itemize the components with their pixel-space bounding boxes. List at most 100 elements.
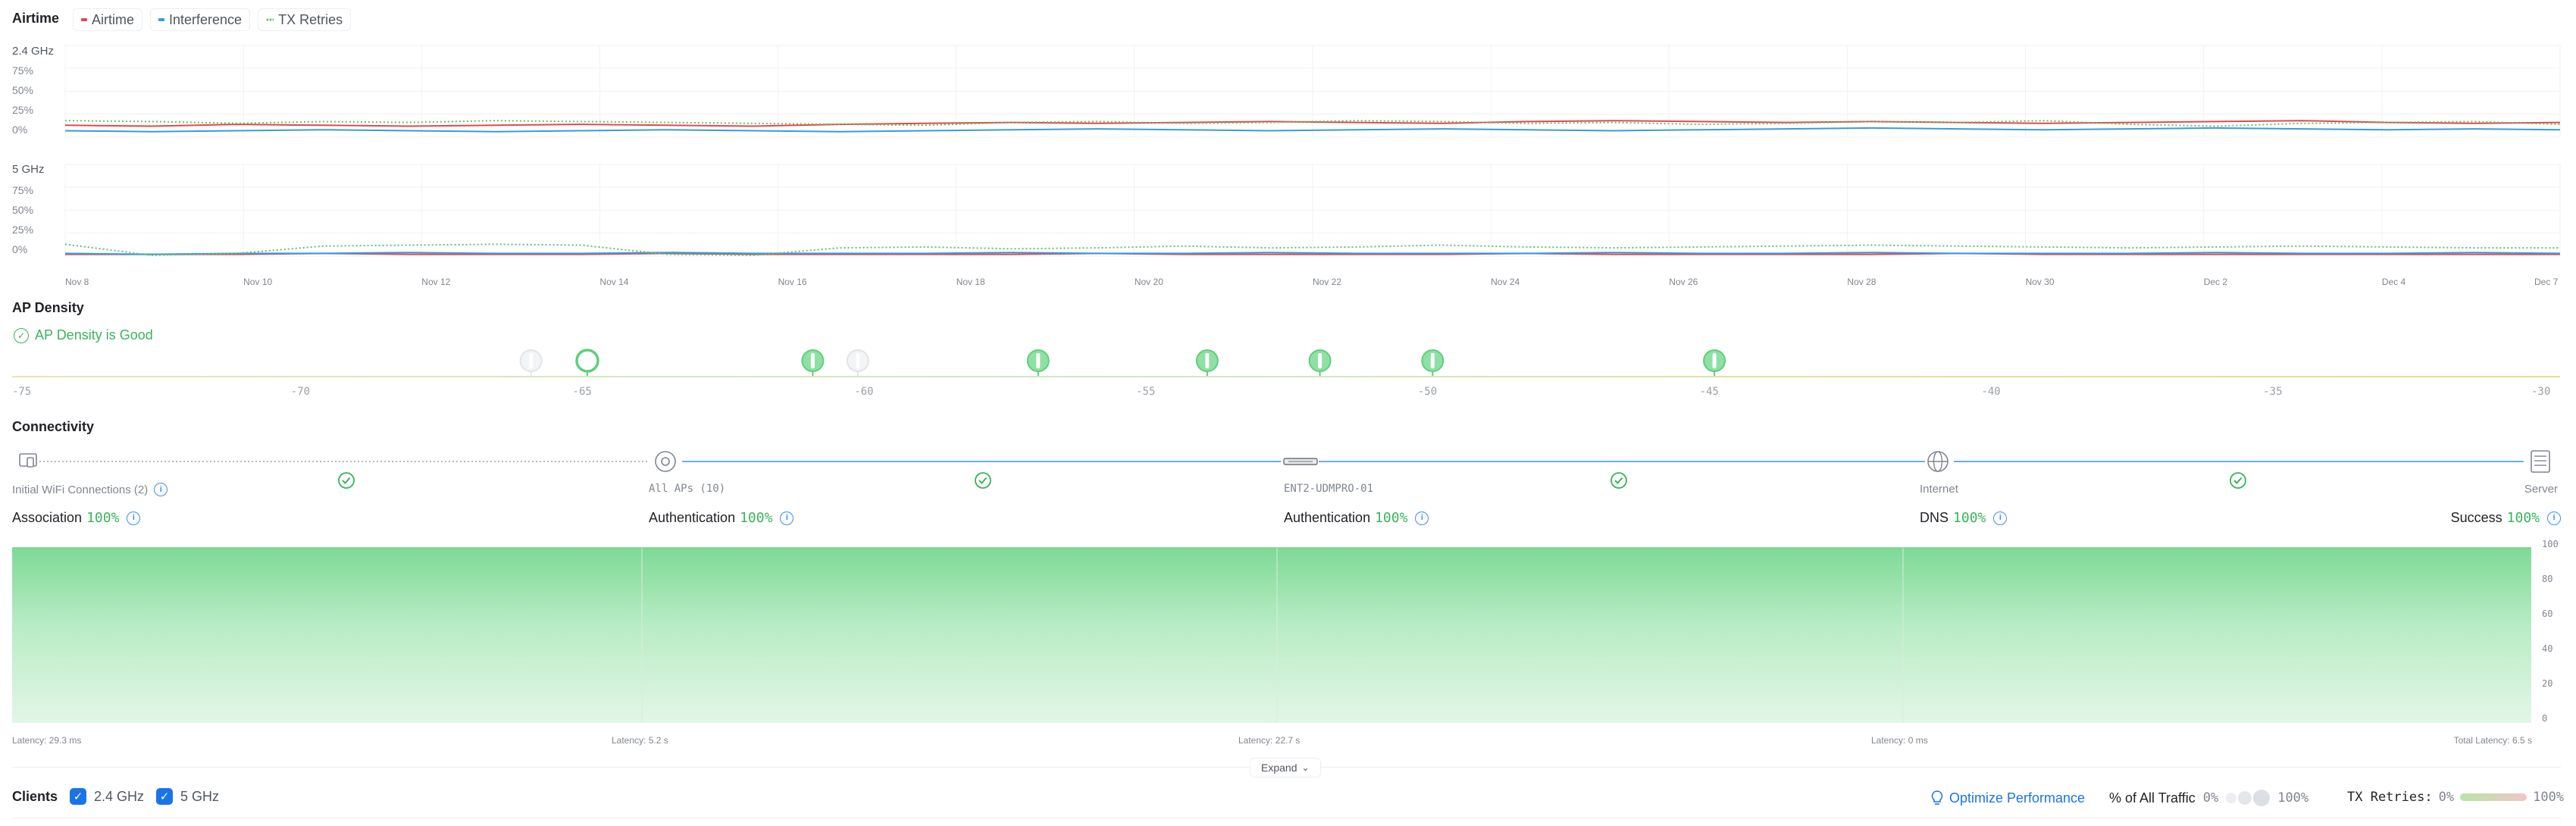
y-tick: 50% [12, 84, 34, 96]
stage-caption-internet: Internet [1920, 483, 1958, 496]
x-tick: Nov 30 [2025, 277, 2055, 287]
traffic-max: 100% [2277, 790, 2309, 806]
y-tick: 0% [12, 243, 28, 255]
info-icon[interactable]: i [154, 483, 168, 496]
metric-authentication-gateway: Authentication 100% i [1284, 510, 1429, 526]
airtime-grid [64, 45, 2561, 257]
retries-label: TX Retries: [2347, 790, 2433, 805]
metric-value: 100% [1953, 510, 1986, 526]
y-tick: 40 [2542, 643, 2553, 654]
x-tick: Nov 8 [65, 277, 89, 287]
ap-density-status-text: AP Density is Good [35, 327, 153, 343]
density-tick: -35 [2263, 386, 2283, 398]
y-tick: 60 [2542, 609, 2553, 619]
series-line-airtime [65, 252, 2560, 255]
metric-success: Success 100% i [2451, 510, 2561, 526]
traffic-legend: % of All Traffic 0% 100% [2109, 790, 2308, 806]
stage-caption-server: Server [2524, 483, 2558, 496]
x-tick: Nov 24 [1491, 277, 1520, 287]
traffic-size-scale [2226, 790, 2271, 806]
ap-marker [1308, 349, 1332, 376]
optimize-performance-label: Optimize Performance [1949, 790, 2086, 806]
tx-retries-legend: TX Retries: 0% 100% [2347, 790, 2564, 805]
info-icon[interactable]: i [2547, 511, 2561, 525]
info-icon[interactable]: i [1993, 511, 2008, 525]
airtime-legend: Airtime Interference TX Retries [73, 8, 352, 31]
x-tick: Nov 16 [778, 277, 807, 287]
density-tick: -70 [290, 386, 311, 398]
density-tick: -60 [854, 386, 874, 398]
optimize-performance-link[interactable]: Optimize Performance [1930, 790, 2085, 806]
ap-marker [1421, 349, 1445, 376]
y-tick: 75% [12, 64, 34, 77]
x-tick: Nov 14 [599, 277, 629, 287]
ap-marker [801, 349, 825, 376]
legend-interference[interactable]: Interference [150, 8, 251, 31]
airtime-chart[interactable] [0, 0, 2576, 296]
y-tick: 25% [12, 104, 34, 116]
band-5-label: 5 GHz [12, 163, 45, 176]
airtime-x-axis: Nov 8 Nov 10 Nov 12 Nov 14 Nov 16 Nov 18 Nov 2… [0, 277, 2576, 289]
legend-tx-retries[interactable]: TX Retries [258, 8, 352, 31]
airtime-title: Airtime [12, 11, 60, 26]
x-tick: Nov 28 [1847, 277, 1876, 287]
info-icon[interactable]: i [127, 511, 141, 525]
x-tick: Nov 22 [1313, 277, 1342, 287]
y-tick: 100 [2542, 539, 2559, 549]
airtime-series [64, 120, 2561, 256]
retries-max: 100% [2533, 790, 2565, 805]
metric-value: 100% [740, 510, 773, 526]
success-check-icon [2230, 472, 2246, 489]
retries-gradient-bar [2460, 793, 2527, 801]
airtime-header: Airtime [12, 11, 59, 27]
chevron-down-icon: ⌄ [1301, 762, 1310, 773]
legend-interference-label: Interference [169, 11, 243, 27]
metric-label: Authentication [649, 510, 736, 525]
density-tick: -65 [572, 386, 592, 398]
ap-density-title: AP Density [12, 300, 84, 315]
stage-caption-gateway: ENT2-UDMPRO-01 [1284, 483, 1374, 495]
expand-label: Expand [1261, 762, 1297, 774]
legend-airtime[interactable]: Airtime [73, 8, 143, 31]
stage-caption-wifi: Initial WiFi Connections (2) i [12, 483, 168, 496]
metric-label: Association [12, 510, 83, 525]
funnel-area [12, 548, 2531, 723]
x-tick: Nov 20 [1134, 277, 1163, 287]
y-tick: 50% [12, 204, 34, 216]
x-tick: Dec 2 [2203, 277, 2228, 287]
ap-marker [846, 349, 869, 376]
funnel-y-ticks: 100 80 60 40 20 0 [2542, 539, 2572, 728]
retries-min: 0% [2438, 790, 2455, 805]
metric-label: Success [2450, 510, 2502, 525]
density-scale-bar [12, 376, 2560, 377]
latency-label: Latency: 29.3 ms [12, 735, 82, 746]
metric-label: Authentication [1284, 510, 1371, 525]
success-check-icon [975, 472, 991, 489]
expand-button[interactable]: Expand ⌄ [1250, 758, 1321, 778]
check-circle-icon: ✓ [14, 327, 29, 343]
ap-marker [575, 349, 599, 376]
band-24-checkbox[interactable]: ✓ [70, 788, 87, 805]
band-5-checkbox[interactable]: ✓ [156, 788, 174, 805]
connectivity-funnel-chart[interactable] [0, 544, 2576, 726]
ap-marker [519, 349, 543, 376]
ap-marker [1026, 349, 1050, 376]
devices-icon [19, 453, 37, 468]
stage-caption-aps: All APs (10) [649, 483, 726, 495]
y-tick: 25% [12, 224, 34, 236]
x-tick: Nov 10 [243, 277, 273, 287]
total-latency-label: Total Latency: 6.5 s [2453, 735, 2532, 746]
traffic-min: 0% [2202, 790, 2219, 806]
success-check-icon [338, 472, 355, 489]
legend-airtime-label: Airtime [92, 11, 135, 27]
info-icon[interactable]: i [1415, 511, 1429, 525]
globe-icon [1927, 451, 1948, 472]
info-icon[interactable]: i [780, 511, 794, 525]
latency-label: Latency: 5.2 s [612, 735, 668, 746]
x-tick: Dec 4 [2381, 277, 2406, 287]
latency-label: Latency: 22.7 s [1238, 735, 1301, 746]
lightbulb-icon [1931, 790, 1943, 805]
x-tick: Nov 18 [956, 277, 985, 287]
tx-retries-swatch-icon [266, 18, 274, 21]
metric-authentication-aps: Authentication 100% i [649, 510, 794, 526]
